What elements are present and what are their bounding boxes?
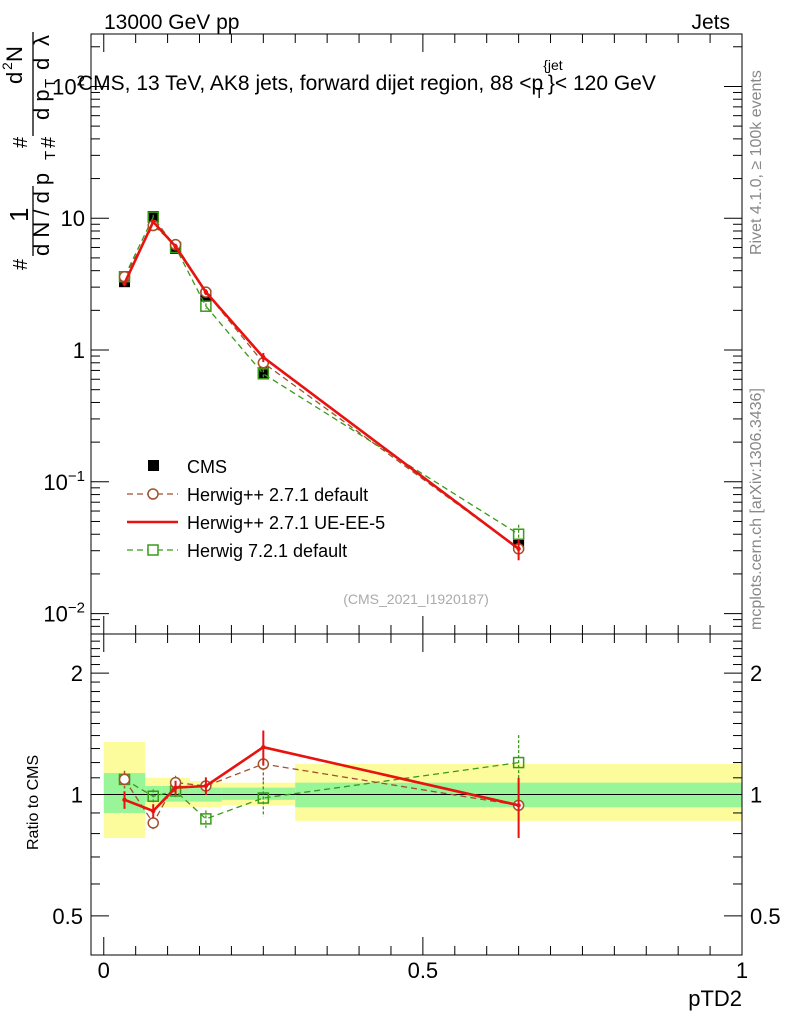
legend-label: Herwig++ 2.7.1 UE-EE-5 bbox=[187, 513, 385, 533]
legend-label: CMS bbox=[187, 457, 227, 477]
legend-label: Herwig 7.2.1 default bbox=[187, 541, 347, 561]
herwig-2-7-1-default-point bbox=[118, 773, 131, 786]
legend-entry-herwig-2-7-1-ue-ee-5: Herwig++ 2.7.1 UE-EE-5 bbox=[127, 513, 385, 533]
process-label: Jets bbox=[691, 11, 730, 34]
ratio-panel: 0.5 0.5 1 1 2 2 0 0.5 1 bbox=[52, 633, 781, 983]
herwig-2-7-1-ue-ee-5-point bbox=[173, 785, 178, 790]
x-tick-label: 1 bbox=[736, 958, 748, 983]
herwig-2-7-1-ue-ee-5-line bbox=[123, 219, 520, 550]
svg-text:1: 1 bbox=[4, 208, 34, 222]
legend-marker bbox=[147, 544, 159, 556]
herwig-7-2-1-default-point bbox=[512, 756, 525, 769]
x-axis-label: pTD2 bbox=[688, 986, 742, 1011]
herwig-2-7-1-ue-ee-5-point bbox=[151, 808, 156, 814]
x-tick-label: 0 bbox=[98, 958, 110, 983]
herwig-7-2-1-default-point bbox=[200, 813, 212, 825]
herwig-2-7-1-ue-ee-5-point bbox=[203, 783, 209, 789]
ratio-y-tick-label-right: 0.5 bbox=[750, 904, 781, 929]
svg-text:d N / d p: d N / d p bbox=[29, 173, 54, 256]
legend-label: Herwig++ 2.7.1 default bbox=[187, 485, 368, 505]
y-tick-label: 1 bbox=[73, 338, 85, 363]
herwig-7-2-1-default-point bbox=[512, 528, 525, 540]
herwig-2-7-1-default-line bbox=[123, 763, 519, 825]
legend-entry-herwig-7-2-1-default: Herwig 7.2.1 default bbox=[127, 541, 347, 561]
herwig-7-2-1-default-point bbox=[257, 792, 270, 804]
svg-text:T: T bbox=[42, 79, 59, 88]
legend-marker bbox=[147, 488, 159, 500]
herwig-2-7-1-ue-ee-5-point bbox=[122, 281, 127, 286]
herwig-7-2-1-default-point bbox=[147, 790, 159, 803]
y-axis-label: # 1 d N / d p T # d 2 N # d p T d λ bbox=[0, 32, 60, 270]
legend-entry-cms: CMS bbox=[148, 457, 227, 477]
plot-title: CMS, 13 TeV, AK8 jets, forward dijet reg… bbox=[78, 57, 656, 102]
svg-text:N: N bbox=[2, 46, 27, 62]
cms-data-point bbox=[257, 367, 269, 379]
svg-text:λ: λ bbox=[29, 35, 54, 46]
svg-text:T: T bbox=[42, 151, 59, 160]
herwig-2-7-1-ue-ee-5-point bbox=[122, 797, 127, 803]
mcplots-reference-label: mcplots.cern.ch [arXiv:1306.3436] bbox=[748, 388, 765, 630]
svg-text:d p: d p bbox=[29, 89, 54, 120]
ratio-y-tick-label: 2 bbox=[71, 661, 83, 686]
herwig-2-7-1-ue-ee-5-point bbox=[203, 289, 209, 295]
legend-cms-marker bbox=[148, 460, 159, 471]
herwig-7-2-1-default-point bbox=[257, 368, 270, 380]
ratio-y-axis-label: Ratio to CMS bbox=[25, 755, 42, 850]
svg-text:d: d bbox=[2, 72, 27, 84]
beam-label: 13000 GeV pp bbox=[104, 11, 239, 34]
x-tick-label: 0.5 bbox=[408, 958, 439, 983]
y-tick-label: 10−2 bbox=[43, 600, 85, 627]
ratio-y-tick-label-right: 1 bbox=[750, 783, 762, 808]
herwig-7-2-1-default-point bbox=[200, 300, 212, 312]
svg-text:d: d bbox=[29, 58, 54, 70]
legend: CMS Herwig++ 2.7.1 default Herwig++ 2.7.1 … bbox=[127, 457, 385, 561]
herwig-2-7-1-ue-ee-5-point bbox=[516, 803, 521, 808]
svg-text:#: # bbox=[10, 136, 32, 148]
svg-text:#: # bbox=[10, 258, 32, 270]
herwig-2-7-1-ue-ee-5-point bbox=[173, 244, 178, 249]
herwig-2-7-1-default-point bbox=[147, 817, 159, 829]
herwig-2-7-1-ue-ee-5-point bbox=[261, 355, 266, 360]
ratio-y-tick-label: 1 bbox=[71, 783, 83, 808]
herwig-2-7-1-ue-ee-5-line bbox=[124, 745, 519, 813]
ratio-y-tick-label: 0.5 bbox=[52, 904, 83, 929]
svg-text:2: 2 bbox=[0, 62, 15, 70]
rivet-version-label: Rivet 4.1.0, ≥ 100k events bbox=[748, 70, 765, 255]
herwig-7-2-1-default-line bbox=[124, 761, 519, 820]
ratio-y-tick-label-right: 2 bbox=[750, 661, 762, 686]
y-tick-label: 10 bbox=[61, 206, 85, 231]
herwig-2-7-1-ue-ee-5-point bbox=[261, 745, 266, 750]
svg-text:#: # bbox=[38, 136, 60, 148]
herwig-2-7-1-ue-ee-5-point bbox=[516, 546, 521, 552]
analysis-tag: (CMS_2021_I1920187) bbox=[343, 591, 489, 607]
y-tick-label: 10−1 bbox=[43, 468, 85, 495]
uncertainty-band-inner bbox=[145, 785, 162, 802]
legend-entry-herwig-2-7-1-default: Herwig++ 2.7.1 default bbox=[127, 485, 368, 505]
herwig-2-7-1-ue-ee-5-point bbox=[151, 219, 156, 224]
